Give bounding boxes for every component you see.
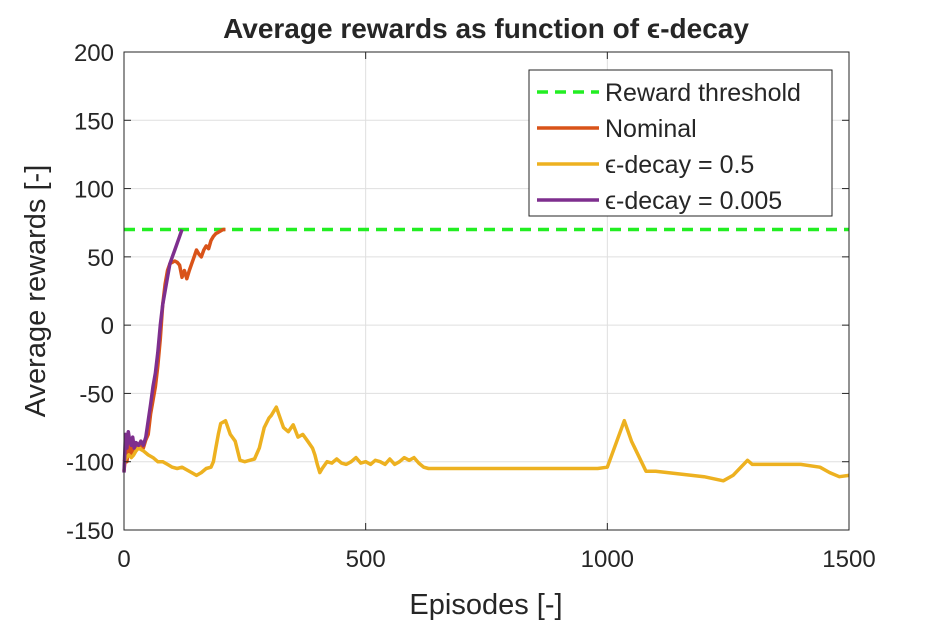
legend-box [528, 69, 833, 217]
x-tick-label: 1500 [822, 546, 875, 573]
y-tick-label: -50 [79, 381, 114, 408]
chart-title: Average rewards as function of ϵ-decay [223, 13, 749, 44]
y-tick-label: -150 [66, 518, 114, 545]
x-axis-label: Episodes [-] [409, 589, 562, 621]
y-tick-label: -100 [66, 450, 114, 477]
y-tick-label: 50 [87, 245, 114, 272]
series-line-decay-0-5 [122, 405, 850, 483]
series-line-decay-0-005 [122, 228, 184, 473]
x-tick-label: 1000 [581, 546, 634, 573]
y-tick-label: 100 [74, 177, 114, 204]
y-tick-label: 150 [74, 108, 114, 135]
y-tick-label: 200 [74, 40, 114, 67]
series-layer [122, 227, 850, 483]
legend-label: Reward threshold [605, 79, 801, 107]
legend-label: ϵ-decay = 0.005 [605, 187, 782, 215]
legend-label: ϵ-decay = 0.5 [605, 151, 754, 179]
axis-ticks: 0 500 1000 1500 -150 -100 -50 0 50 100 150 200 [66, 40, 876, 573]
y-axis-label: Average rewards [-] [20, 165, 52, 418]
x-tick-label: 0 [117, 546, 130, 573]
x-tick-label: 500 [346, 546, 386, 573]
plot-frame [123, 51, 850, 531]
legend: Reward threshold Nominal ϵ-decay = 0.5 ϵ-de… [528, 69, 833, 217]
y-tick-label: 0 [101, 313, 114, 340]
legend-label: Nominal [605, 115, 697, 143]
